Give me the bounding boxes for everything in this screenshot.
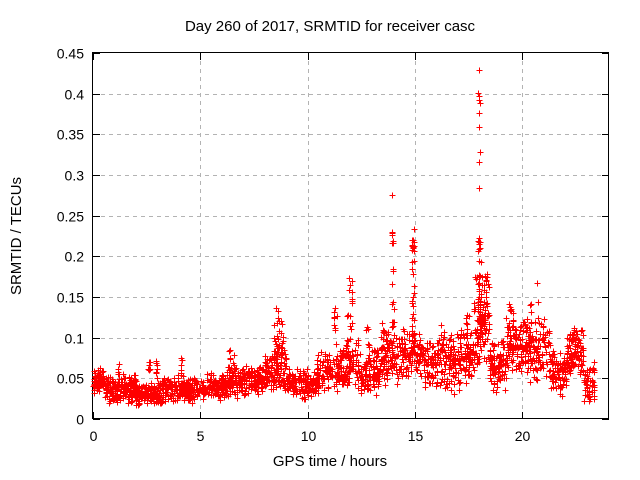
tick-labels-layer: 0 5 10 15 20 0 0.05 0.1 0.15 0.2 0.25 0.3 0.35 0.4 0.4…: [57, 46, 531, 445]
tick-marks-layer: [93, 53, 609, 420]
y-tick-label: 0.1: [65, 331, 85, 347]
x-tick-label: 20: [515, 428, 531, 444]
y-axis-title: SRMTID / TECUs: [8, 177, 25, 295]
y-tick-label: 0.15: [57, 290, 84, 306]
chart-title: Day 260 of 2017, SRMTID for receiver cas…: [185, 18, 476, 35]
x-tick-label: 15: [408, 428, 424, 444]
axis-labels-layer: Day 260 of 2017, SRMTID for receiver cas…: [8, 18, 476, 470]
x-tick-label: 5: [197, 428, 205, 444]
y-tick-label: 0.45: [57, 46, 84, 62]
y-tick-label: 0.05: [57, 371, 84, 387]
scatter-data-points: [90, 67, 598, 409]
x-tick-label: 10: [301, 428, 317, 444]
plot-border: [92, 52, 609, 419]
y-tick-label: 0: [76, 412, 84, 428]
y-tick-label: 0.2: [65, 249, 85, 265]
y-tick-label: 0.3: [65, 168, 85, 184]
y-tick-label: 0.4: [65, 87, 85, 103]
y-tick-label: 0.35: [57, 127, 84, 143]
y-tick-label: 0.25: [57, 209, 84, 225]
x-axis-title: GPS time / hours: [273, 453, 387, 470]
x-tick-label: 0: [90, 428, 98, 444]
